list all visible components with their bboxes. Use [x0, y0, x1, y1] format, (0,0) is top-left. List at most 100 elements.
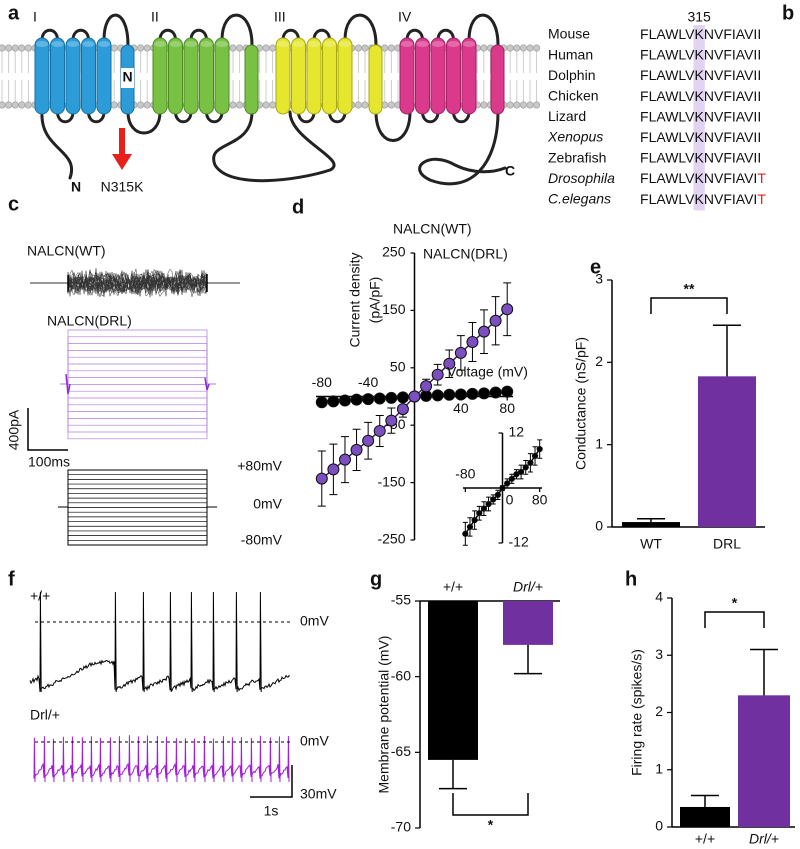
bar	[428, 601, 478, 760]
y-axis-label: Firing rate (spikes/s)	[629, 649, 645, 776]
error-bar	[514, 644, 542, 675]
y-tick-label: -250	[377, 531, 405, 547]
helix	[291, 37, 306, 115]
residue: K	[695, 170, 705, 186]
lipid-head	[269, 101, 277, 109]
domain-label: III	[274, 9, 286, 25]
capacitive-blip	[65, 373, 210, 395]
loop	[158, 28, 177, 42]
y-tick-label: -60	[391, 667, 411, 683]
residue: I	[757, 46, 761, 62]
helix-top	[185, 41, 197, 47]
residue: K	[695, 129, 705, 145]
helix	[337, 37, 353, 115]
c-terminus: C	[505, 163, 515, 179]
residue: F	[723, 26, 732, 42]
error-bar	[637, 518, 665, 523]
zero-label: 0mV	[300, 733, 329, 749]
data-point	[508, 475, 515, 482]
residue: W	[665, 170, 679, 186]
residue: N	[704, 149, 714, 165]
loop	[452, 110, 471, 124]
residue: N	[704, 26, 714, 42]
pore-gap	[121, 68, 134, 88]
helix	[214, 37, 230, 115]
species: Drosophila	[548, 170, 615, 186]
y-tick-label: 4	[655, 589, 663, 605]
residue: L	[649, 191, 657, 207]
residue: N	[704, 88, 714, 104]
trace-label: Drl/+	[30, 707, 60, 723]
x-tick-label: WT	[640, 536, 662, 552]
helix-top	[216, 41, 228, 47]
lipid-head	[236, 101, 244, 109]
loop	[418, 110, 507, 186]
arrow-shaft	[119, 128, 125, 156]
y-tick-label: 2	[655, 703, 663, 719]
helix-top	[154, 41, 166, 47]
residue: F	[640, 67, 649, 83]
lipid-head	[262, 44, 270, 52]
loop	[281, 28, 300, 42]
error-bar	[439, 759, 467, 790]
helix-top	[169, 41, 182, 47]
residue: L	[678, 191, 686, 207]
species: Xenopus	[547, 129, 603, 145]
lipid-head	[526, 44, 534, 52]
bar	[738, 695, 790, 827]
x-tick-label: +/+	[695, 831, 715, 847]
y-tick-label: 50	[390, 359, 406, 375]
residue: V	[744, 149, 754, 165]
residue: V	[744, 170, 754, 186]
lipid-head	[262, 101, 270, 109]
residue: F	[640, 129, 649, 145]
data-point	[338, 453, 351, 466]
lipid-head	[18, 44, 26, 52]
position-label: 315	[687, 9, 711, 25]
data-point	[462, 530, 469, 537]
panel-letter: a	[8, 2, 20, 24]
lipid-head	[110, 101, 118, 109]
loop	[126, 110, 162, 135]
data-point	[501, 385, 514, 398]
lipid-head	[533, 101, 541, 109]
residue: I	[753, 108, 757, 124]
lipid-head	[5, 101, 13, 109]
data-point	[466, 523, 474, 531]
scale-bar	[250, 765, 293, 798]
data-point	[485, 500, 492, 508]
residue: W	[665, 88, 679, 104]
lipid-head	[24, 101, 32, 109]
species: Mouse	[548, 26, 590, 42]
loop	[205, 110, 224, 124]
residue: I	[732, 88, 736, 104]
residue: A	[656, 108, 666, 124]
y-tick-label: -12	[509, 534, 529, 550]
residue: F	[723, 129, 732, 145]
residue: I	[732, 67, 736, 83]
helix-top	[447, 41, 460, 47]
data-point	[362, 434, 375, 447]
legend-entry: NALCN(WT)	[393, 221, 472, 237]
x-tick-label: Drl/+	[749, 831, 779, 847]
residue: I	[732, 46, 736, 62]
y-tick-label: 0	[595, 518, 603, 534]
loop	[328, 110, 347, 124]
residue: I	[757, 129, 761, 145]
helix	[322, 37, 337, 115]
data-point	[396, 403, 409, 416]
scale-label: 30mV	[300, 786, 337, 802]
scale-bar	[27, 408, 68, 451]
residue: K	[695, 191, 705, 207]
helix-top	[401, 41, 413, 47]
data-point	[490, 496, 497, 503]
loop	[436, 28, 455, 42]
residue: F	[640, 108, 649, 124]
residue: L	[649, 26, 657, 42]
voltage-label: 0mV	[253, 496, 282, 512]
sequence: FLAWLVKNVFIAVII	[640, 67, 761, 83]
residue: A	[656, 170, 666, 186]
residue: I	[757, 108, 761, 124]
data-point	[494, 491, 501, 498]
lipid-head	[11, 44, 19, 52]
